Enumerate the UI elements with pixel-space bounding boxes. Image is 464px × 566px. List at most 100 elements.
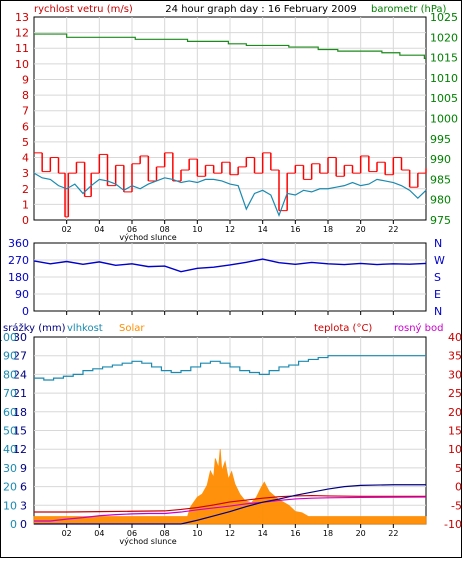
humidity-series-line [34, 355, 426, 381]
direction-degree-axis: 360 270 180 90 0 [8, 237, 29, 318]
x-tick-label: 08 [160, 529, 170, 538]
pressure-series-line [34, 33, 426, 60]
rain-tick-label: 18 [13, 406, 27, 419]
rain-tick-label: 0 [20, 518, 27, 531]
direction-tick-label: 180 [8, 271, 29, 284]
barometer-tick-label: 980 [430, 194, 451, 207]
x-tick-label: 14 [258, 529, 268, 538]
rain-tick-label: 9 [20, 462, 27, 475]
rain-tick-label: 3 [20, 499, 27, 512]
x-tick-label: 12 [225, 225, 235, 234]
barometer-tick-label: 985 [430, 173, 451, 186]
x-tick-label: 14 [258, 225, 268, 234]
wind-speed-tick-label: 3 [22, 167, 29, 180]
temperature-tick-label: 5 [455, 462, 462, 475]
rain-tick-label: 12 [13, 443, 27, 456]
humidity-axis: 1009080706050403020100 [0, 331, 17, 531]
wind-speed-tick-label: 5 [22, 136, 29, 149]
x-tick-label: 20 [356, 225, 366, 234]
x-tick-label: 20 [356, 529, 366, 538]
wind-speed-tick-label: 10 [15, 58, 29, 71]
humidity-tick-label: 10 [3, 499, 17, 512]
direction-tick-label: 360 [8, 237, 29, 250]
x-tick-label: 16 [290, 225, 300, 234]
wind-speed-tick-label: 13 [15, 11, 29, 24]
x-tick-label: 18 [323, 529, 333, 538]
temperature-tick-label: 15 [448, 425, 462, 438]
compass-tick-label: S [434, 271, 441, 284]
barometer-axis-title: barometr (hPa) [371, 4, 447, 15]
wind-speed-tick-label: 4 [22, 152, 29, 165]
temperature-tick-label: 10 [448, 443, 462, 456]
rain-tick-label: 30 [13, 331, 27, 344]
wind-speed-tick-label: 12 [15, 27, 29, 40]
humidity-tick-label: 40 [3, 443, 17, 456]
temperature-tick-label: -10 [444, 518, 462, 531]
wind-speed-tick-label: 7 [22, 105, 29, 118]
temperature-axis-title: teplota (°C) [314, 323, 372, 334]
barometer-tick-label: 1005 [430, 92, 458, 105]
humidity-tick-label: 20 [3, 481, 17, 494]
humidity-tick-label: 80 [3, 368, 17, 381]
barometer-axis: 1025 1020 1015 1010 1005 1000 995 990 985 980 975 [430, 11, 458, 227]
x-tick-label: 22 [388, 529, 398, 538]
temperature-axis: 40 35 30 25 20 15 10 5 0 -5 -10 [444, 331, 462, 531]
sunrise-label-lower: východ slunce [119, 537, 176, 546]
x-tick-label: 02 [62, 529, 72, 538]
x-tick-label: 16 [290, 529, 300, 538]
humidity-tick-label: 60 [3, 406, 17, 419]
barometer-tick-label: 990 [430, 153, 451, 166]
x-tick-label: 08 [160, 225, 170, 234]
dewpoint-series-line [34, 496, 427, 522]
wind-speed-tick-label: 0 [22, 214, 29, 227]
x-tick-label: 12 [225, 529, 235, 538]
compass-tick-label: E [434, 288, 441, 301]
compass-tick-label: N [434, 237, 442, 250]
humidity-tick-label: 100 [1, 331, 17, 344]
barometer-tick-label: 1000 [430, 113, 458, 126]
rain-tick-label: 6 [20, 481, 27, 494]
wind-speed-tick-label: 9 [22, 73, 29, 86]
wind-panel-time-axis: 02 04 06 08 10 12 14 16 18 20 22 [62, 220, 398, 234]
direction-tick-label: 90 [15, 288, 29, 301]
x-tick-label: 18 [323, 225, 333, 234]
x-tick-label: 22 [388, 225, 398, 234]
rain-tick-label: 24 [13, 368, 27, 381]
barometer-tick-label: 1010 [430, 72, 458, 85]
x-tick-label: 02 [62, 225, 72, 234]
dewpoint-axis-title: rosný bod [394, 322, 443, 334]
temperature-tick-label: 35 [448, 350, 462, 363]
temperature-series-line [34, 494, 426, 513]
wind-speed-tick-label: 1 [22, 198, 29, 211]
direction-panel-series [33, 258, 427, 315]
wind-speed-tick-label: 8 [22, 89, 29, 102]
wind-panel-series [33, 33, 427, 218]
sunrise-label: východ slunce [119, 233, 176, 242]
wind-speed-tick-label: 11 [15, 42, 29, 55]
rain-tick-label: 27 [13, 350, 27, 363]
barometer-tick-label: 995 [430, 133, 451, 146]
x-tick-label: 10 [192, 529, 202, 538]
wind-direction-series-line [33, 258, 427, 273]
climate-panel-series [33, 355, 427, 525]
x-tick-label: 10 [192, 225, 202, 234]
wind-speed-tick-label: 2 [22, 183, 29, 196]
x-tick-label: 04 [94, 225, 104, 234]
solar-axis-title: Solar [119, 323, 145, 334]
barometer-tick-label: 1025 [430, 11, 458, 24]
temperature-tick-label: 20 [448, 406, 462, 419]
wind-speed-tick-label: 6 [22, 120, 29, 133]
humidity-tick-label: 70 [3, 387, 17, 400]
barometer-tick-label: 1015 [430, 52, 458, 65]
x-tick-label: 06 [127, 529, 137, 538]
temperature-tick-label: 0 [455, 481, 462, 494]
temperature-tick-label: 40 [448, 331, 462, 344]
direction-panel-grid [34, 243, 426, 311]
rain-tick-label: 21 [13, 387, 27, 400]
compass-tick-label: N [434, 305, 442, 318]
